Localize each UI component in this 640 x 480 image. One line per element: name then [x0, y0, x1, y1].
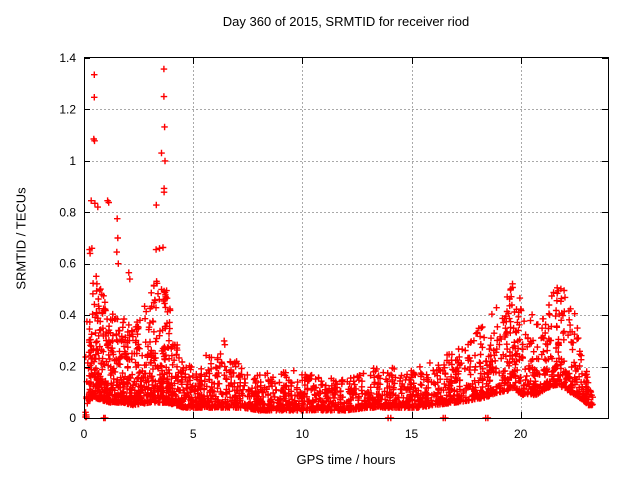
svg-text:0.4: 0.4 [59, 308, 76, 322]
svg-text:0.6: 0.6 [59, 257, 76, 271]
y-tick-labels: 0 0.2 0.4 0.6 0.8 1 1.2 1.4 [59, 51, 76, 425]
svg-text:20: 20 [514, 427, 528, 441]
svg-text:10: 10 [296, 427, 310, 441]
svg-text:0: 0 [81, 427, 88, 441]
plot-border-and-ticks [84, 57, 609, 419]
svg-text:1: 1 [69, 154, 76, 168]
svg-text:1.2: 1.2 [59, 102, 76, 116]
svg-text:0.8: 0.8 [59, 205, 76, 219]
svg-text:15: 15 [405, 427, 419, 441]
y-axis-title-wrap: SRMTID / TECUs [6, 58, 36, 418]
svg-text:0.2: 0.2 [59, 360, 76, 374]
svg-text:5: 5 [190, 427, 197, 441]
chart-title: Day 360 of 2015, SRMTID for receiver rio… [222, 14, 470, 29]
svg-text:1.4: 1.4 [59, 51, 76, 65]
x-tick-labels: 0 5 10 15 20 [81, 427, 528, 441]
y-axis-title: SRMTID / TECUs [13, 186, 29, 290]
grid-lines [84, 58, 608, 418]
svg-text:0: 0 [69, 411, 76, 425]
x-axis-title: GPS time / hours [296, 452, 396, 467]
data-points [82, 65, 596, 422]
